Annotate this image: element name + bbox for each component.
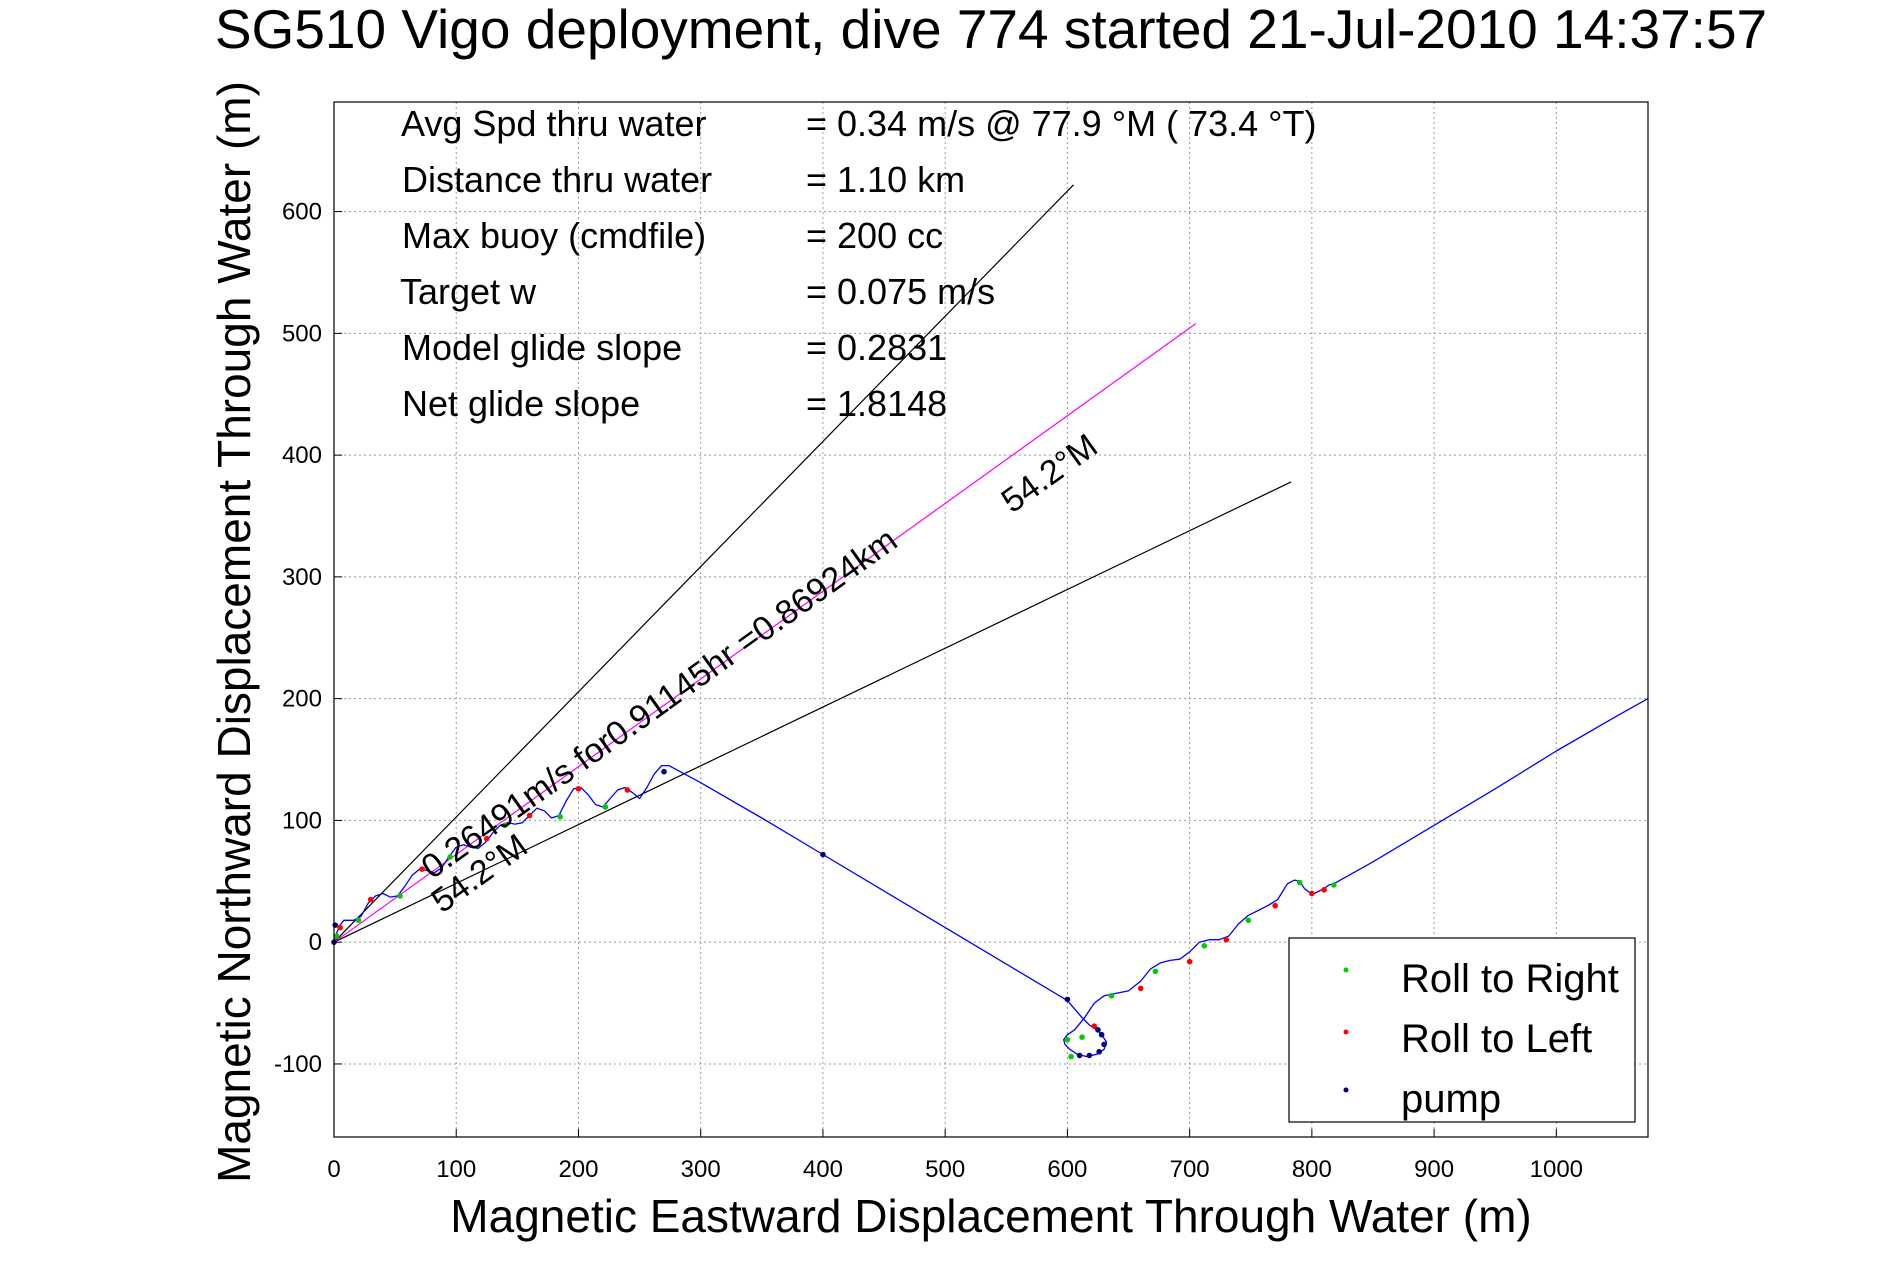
- x-tick-label: 200: [558, 1156, 598, 1183]
- stat-value: = 0.2831: [806, 327, 947, 368]
- legend-marker-roll-left: [1343, 1029, 1349, 1035]
- roll-left-point: [483, 835, 490, 842]
- x-tick-label: 800: [1292, 1156, 1332, 1183]
- x-tick-label: 900: [1414, 1156, 1454, 1183]
- pump-point: [1076, 1052, 1083, 1059]
- pump-point: [1101, 1041, 1107, 1048]
- roll-left-point: [575, 785, 582, 792]
- roll-left-point: [526, 812, 533, 819]
- stat-label: Target w: [400, 271, 537, 312]
- reference-lines: [333, 184, 1292, 943]
- reference-line: [333, 481, 1292, 943]
- y-tick-label: 500: [282, 320, 322, 347]
- plot-frame: [333, 101, 1649, 1138]
- stats-block: Avg Spd thru water = 0.34 m/s @ 77.9 °M (…: [400, 103, 1317, 424]
- y-tick-label: 0: [309, 929, 322, 956]
- pump-point: [1098, 1031, 1105, 1038]
- y-tick-label: 300: [282, 564, 322, 591]
- chart-title: SG510 Vigo deployment, dive 774 started …: [215, 0, 1767, 60]
- roll-right-point: [1064, 1036, 1071, 1043]
- roll-left-point: [1137, 985, 1144, 992]
- roll-right-point: [502, 822, 508, 829]
- x-tick-label: 100: [436, 1156, 476, 1183]
- x-tick-label: 700: [1170, 1156, 1210, 1183]
- roll-right-point: [447, 854, 453, 860]
- y-tick-label: 100: [282, 807, 322, 834]
- x-tick-label: 600: [1047, 1156, 1087, 1183]
- roll-right-point: [557, 813, 563, 820]
- legend-marker-pump: [1343, 1087, 1349, 1093]
- roll-right-point: [1068, 1053, 1074, 1060]
- pump-point: [1064, 996, 1071, 1003]
- stat-value: = 0.075 m/s: [806, 271, 995, 312]
- legend-label-roll-right: Roll to Right: [1401, 957, 1619, 1001]
- roll-left-point: [1186, 958, 1193, 965]
- pump-point: [1095, 1027, 1101, 1033]
- roll-left-point: [624, 787, 631, 793]
- roll-left-point: [1309, 890, 1315, 897]
- roll-left-point: [419, 866, 425, 872]
- pump-point: [820, 851, 826, 858]
- roll-left-point: [1272, 902, 1278, 909]
- x-axis-label: Magnetic Eastward Displacement Through W…: [450, 1190, 1531, 1242]
- reference-line: [333, 323, 1197, 943]
- roll-left-point: [367, 896, 374, 903]
- stat-label: Model glide slope: [402, 327, 682, 368]
- roll-left-point: [1091, 1023, 1098, 1029]
- roll-left-point: [1223, 936, 1230, 943]
- y-tick-label: 200: [282, 686, 322, 713]
- y-tick-label: 600: [282, 199, 322, 226]
- reference-line: [333, 184, 1074, 943]
- x-tick-label: 500: [925, 1156, 965, 1183]
- stat-value: = 0.34 m/s @ 77.9 °M ( 73.4 °T): [806, 103, 1317, 144]
- stat-label: Distance thru water: [402, 159, 712, 200]
- stat-value: = 1.10 km: [806, 159, 965, 200]
- roll-right-point: [1108, 992, 1115, 999]
- x-tick-label: 0: [327, 1156, 340, 1183]
- roll-right-point: [355, 917, 362, 924]
- roll-right-point: [1245, 917, 1252, 924]
- stat-label: Max buoy (cmdfile): [402, 215, 706, 256]
- roll-right-point: [1331, 882, 1337, 888]
- legend-label-roll-left: Roll to Left: [1401, 1017, 1592, 1061]
- roll-right-point: [333, 933, 340, 939]
- stat-label: Net glide slope: [402, 383, 640, 424]
- pump-point: [332, 922, 339, 928]
- pump-point: [1086, 1052, 1093, 1059]
- y-axis-label: Magnetic Northward Displacement Through …: [208, 81, 260, 1183]
- roll-right-point: [1201, 943, 1208, 949]
- legend-label-pump: pump: [1401, 1077, 1501, 1121]
- roll-pump-markers: [331, 768, 1337, 1060]
- stat-value: = 1.8148: [806, 383, 947, 424]
- legend-marker-roll-right: [1343, 967, 1349, 973]
- roll-right-point: [397, 893, 403, 899]
- roll-left-point: [337, 924, 343, 931]
- y-tick-label: -100: [274, 1051, 322, 1078]
- pump-point: [661, 768, 667, 775]
- x-tick-label: 1000: [1530, 1156, 1583, 1183]
- stat-label: Avg Spd thru water: [401, 103, 707, 144]
- legend: Roll to Right Roll to Left pump: [1288, 937, 1636, 1123]
- x-tick-label: 400: [803, 1156, 843, 1183]
- roll-right-point: [1296, 879, 1303, 886]
- tick-labels: 0 100 200 300 400 500 600 700 800 900 1000 -100 0 100…: [274, 199, 1583, 1183]
- y-tick-label: 400: [282, 442, 322, 469]
- roll-right-point: [1152, 968, 1159, 975]
- roll-right-point: [1079, 1034, 1085, 1040]
- x-tick-label: 300: [681, 1156, 721, 1183]
- pump-point: [1096, 1048, 1102, 1055]
- roll-left-point: [1321, 887, 1327, 893]
- glider-track: [333, 698, 1649, 1058]
- stat-value: = 200 cc: [806, 215, 943, 256]
- track-layer: [333, 698, 1649, 1058]
- roll-right-point: [602, 804, 609, 810]
